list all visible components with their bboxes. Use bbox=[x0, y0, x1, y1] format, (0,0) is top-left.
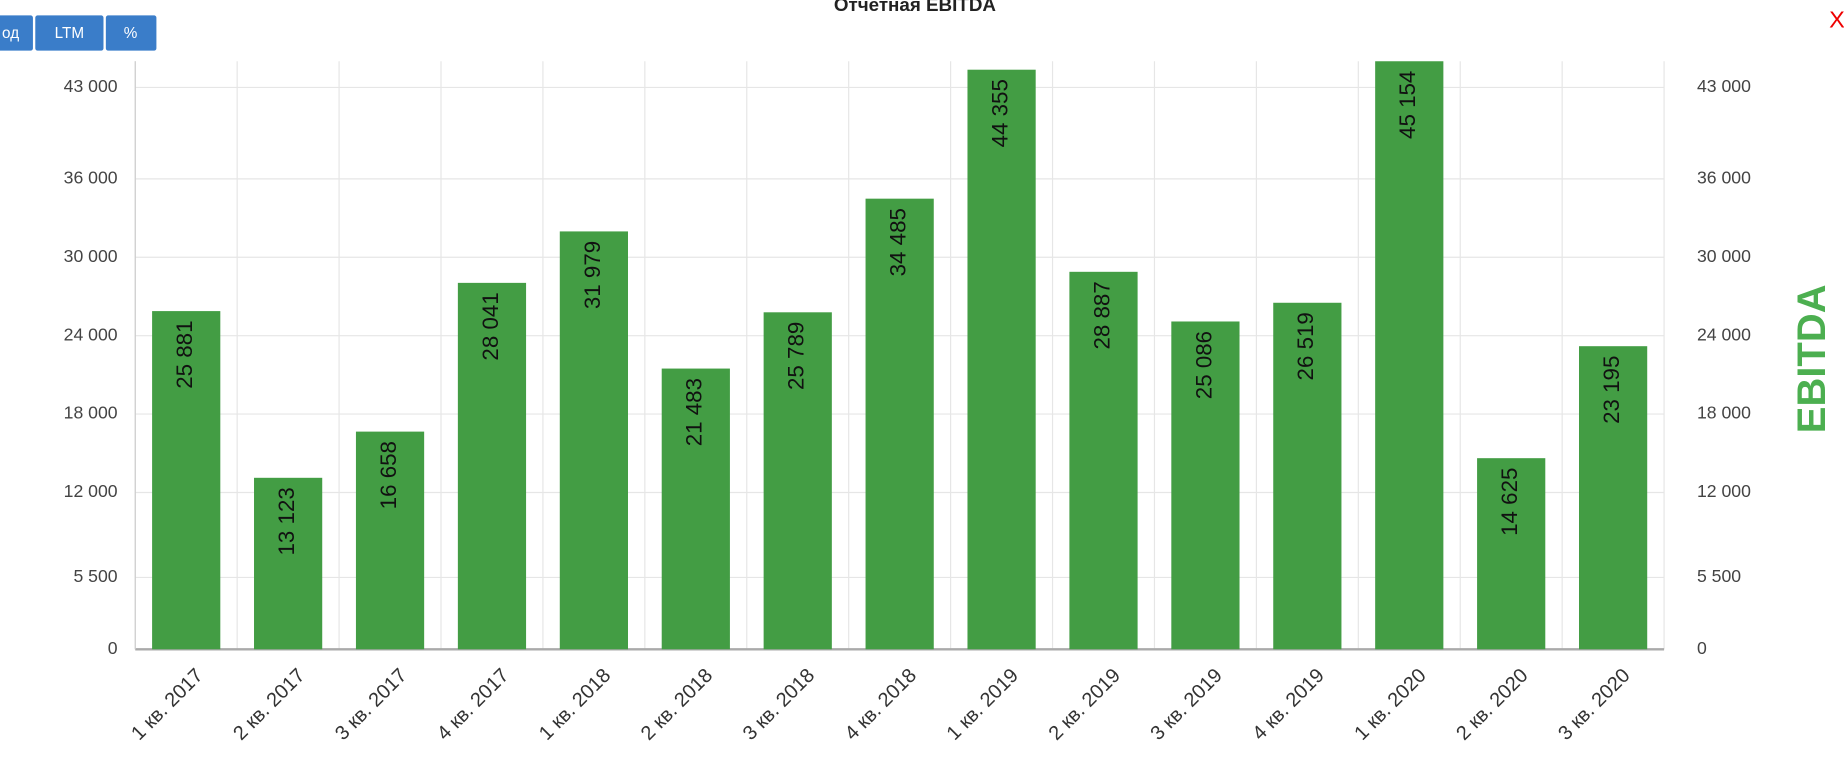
x-tick-label: 2 кв. 2017 bbox=[229, 665, 309, 745]
data-label: 13 123 bbox=[274, 487, 299, 555]
y-tick-label: 0 bbox=[108, 638, 118, 658]
y-tick-label: 24 000 bbox=[64, 324, 118, 344]
data-label: 44 355 bbox=[987, 79, 1012, 147]
y2-tick-label: 43 000 bbox=[1697, 76, 1751, 96]
x-tick-label: 2 кв. 2020 bbox=[1452, 665, 1532, 745]
button[interactable] bbox=[105, 15, 157, 51]
data-label: 26 519 bbox=[1293, 312, 1318, 380]
y2-tick-label: 12 000 bbox=[1697, 481, 1751, 501]
x-tick-label: 2 кв. 2018 bbox=[637, 665, 717, 745]
x-tick-label: 1 кв. 2019 bbox=[943, 665, 1023, 745]
data-label: 25 086 bbox=[1191, 331, 1216, 399]
y2-tick-label: 36 000 bbox=[1697, 168, 1751, 188]
button[interactable] bbox=[35, 15, 104, 51]
y2-tick-label: 5 500 bbox=[1697, 566, 1741, 586]
x-tick-label: 4 кв. 2017 bbox=[433, 665, 513, 745]
bar bbox=[967, 69, 1036, 650]
x-tick-label: 1 кв. 2018 bbox=[535, 665, 615, 745]
y2-tick-label: 30 000 bbox=[1697, 246, 1751, 266]
bar bbox=[1375, 61, 1444, 650]
data-label: 45 154 bbox=[1395, 71, 1420, 139]
data-label: 14 625 bbox=[1497, 468, 1522, 536]
button-label[interactable]: од bbox=[2, 25, 19, 42]
y2-tick-label: 18 000 bbox=[1697, 403, 1751, 423]
data-label: 23 195 bbox=[1599, 356, 1624, 424]
bar bbox=[865, 198, 934, 650]
data-label: 16 658 bbox=[376, 441, 401, 509]
x-tick-label: 3 кв. 2019 bbox=[1146, 665, 1226, 745]
bar bbox=[457, 282, 527, 650]
data-label: 34 485 bbox=[886, 208, 911, 276]
y-tick-label: 30 000 bbox=[64, 246, 118, 266]
button[interactable] bbox=[0, 15, 33, 51]
x-tick-label: 3 кв. 2020 bbox=[1554, 665, 1634, 745]
x-tick-label: 1 кв. 2020 bbox=[1350, 665, 1430, 745]
bars bbox=[152, 61, 1648, 650]
y-tick-label: 36 000 bbox=[64, 168, 118, 188]
data-label: 31 979 bbox=[580, 241, 605, 309]
y-tick-label: 18 000 bbox=[64, 403, 118, 423]
y2-tick-label: 24 000 bbox=[1697, 324, 1751, 344]
button-label[interactable]: LTM bbox=[55, 25, 84, 42]
bar bbox=[1579, 346, 1648, 650]
data-label: 25 789 bbox=[784, 322, 809, 390]
y-tick-label: 12 000 bbox=[64, 481, 118, 501]
data-label: 28 041 bbox=[478, 292, 503, 360]
bar bbox=[1273, 302, 1342, 650]
bar bbox=[559, 231, 628, 650]
chart-title: Отчетная EBITDA bbox=[834, 0, 997, 15]
bar bbox=[1477, 458, 1546, 650]
data-label: 25 881 bbox=[172, 321, 197, 389]
x-tick-label: 2 кв. 2019 bbox=[1045, 665, 1125, 745]
x-tick-label: 3 кв. 2018 bbox=[739, 665, 819, 745]
bar bbox=[152, 311, 221, 650]
bar bbox=[661, 368, 730, 650]
data-label: 28 887 bbox=[1089, 281, 1114, 349]
y2-axis-title: EBITDA bbox=[1790, 284, 1834, 433]
x-tick-label: 1 кв. 2017 bbox=[127, 665, 207, 745]
button-label[interactable]: % bbox=[124, 25, 138, 42]
bar bbox=[355, 431, 425, 650]
data-label: 21 483 bbox=[682, 378, 707, 446]
x-tick-label: 4 кв. 2018 bbox=[841, 665, 921, 745]
x-tick-label: 4 кв. 2019 bbox=[1248, 665, 1328, 745]
bar bbox=[254, 477, 323, 650]
toolbar: од LTM % bbox=[0, 15, 157, 51]
y-tick-label: 43 000 bbox=[64, 76, 118, 96]
bar bbox=[763, 312, 832, 650]
x-tick-label: 3 кв. 2017 bbox=[331, 665, 411, 745]
y2-tick-label: 0 bbox=[1697, 638, 1707, 658]
bar bbox=[1069, 271, 1138, 650]
bar bbox=[1171, 321, 1240, 650]
close-button[interactable]: X bbox=[1829, 7, 1844, 33]
y-tick-label: 5 500 bbox=[73, 566, 117, 586]
